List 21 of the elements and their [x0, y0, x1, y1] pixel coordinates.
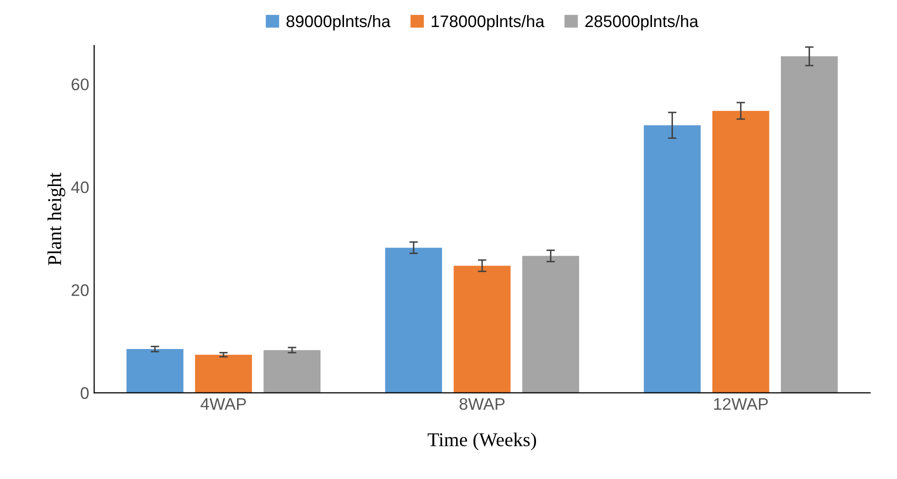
- bar: [780, 56, 838, 393]
- x-tick-label: 4WAP: [200, 398, 246, 410]
- y-tick-label: 60: [72, 78, 89, 90]
- x-axis-title: Time (Weeks): [428, 432, 536, 450]
- legend-label: 89000plnts/ha: [286, 14, 391, 31]
- legend-label: 285000plnts/ha: [585, 14, 698, 31]
- bar: [385, 248, 442, 393]
- y-axis-title: Plant height: [48, 172, 66, 266]
- y-tick-label: 40: [71, 181, 89, 194]
- bar: [522, 256, 580, 393]
- bar: [126, 349, 184, 393]
- bar: [644, 125, 701, 393]
- x-tick-label: 12WAP: [714, 398, 768, 410]
- bar: [195, 354, 252, 393]
- x-tick-label: 8WAP: [460, 398, 505, 410]
- y-tick-label: 20: [72, 284, 89, 296]
- bar: [454, 266, 511, 393]
- bar: [712, 110, 770, 393]
- bar: [264, 350, 320, 393]
- y-tick-label: 0: [80, 387, 89, 399]
- legend-label: 178000plnts/ha: [432, 14, 544, 31]
